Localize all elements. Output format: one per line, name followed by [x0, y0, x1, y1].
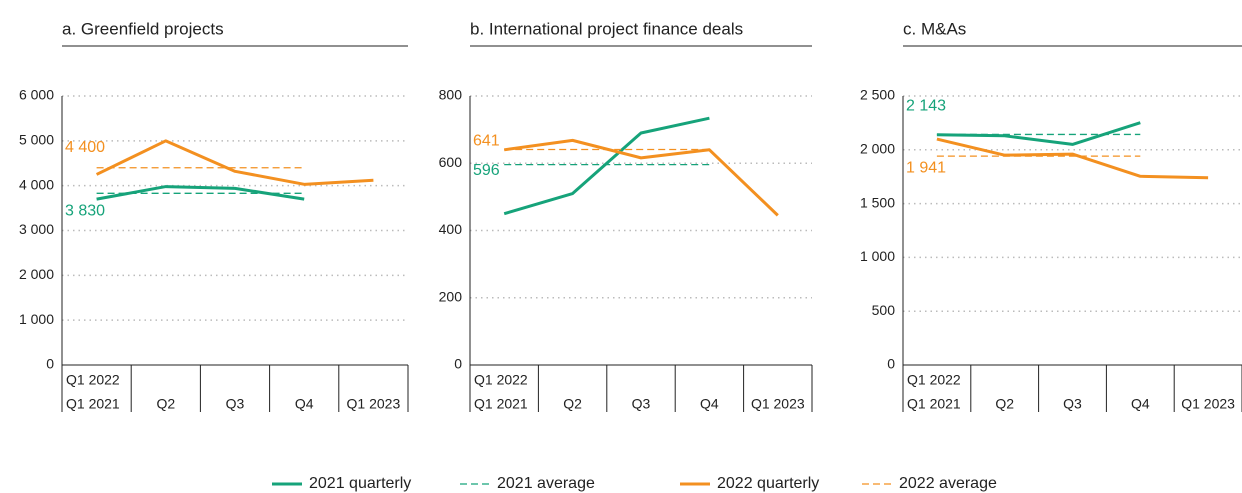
value-label: 3 830	[65, 203, 105, 220]
value-label: 641	[473, 133, 500, 150]
y-tick-label: 2 000	[860, 141, 895, 157]
y-tick-label: 800	[439, 87, 463, 103]
chart-title: b. International project finance deals	[470, 19, 743, 38]
x-tick-label: Q3	[632, 396, 651, 412]
series-line	[936, 137, 1209, 180]
legend-label: 2021 average	[497, 475, 595, 492]
y-tick-label: 1 500	[860, 194, 895, 210]
x-tick-label: Q4	[700, 396, 719, 412]
x-tick-label: Q1 2023	[751, 396, 805, 412]
legend-label: 2022 average	[899, 475, 997, 492]
y-tick-label: 500	[872, 302, 896, 318]
x-tick-label: Q1 2022	[907, 372, 961, 388]
y-tick-label: 2 500	[860, 87, 895, 103]
x-tick-label: Q4	[1131, 396, 1150, 412]
series-line	[503, 116, 710, 216]
y-tick-label: 5 000	[19, 132, 54, 148]
legend-label: 2022 quarterly	[717, 475, 819, 492]
chart-title: c. M&As	[903, 19, 966, 38]
y-tick-label: 0	[46, 356, 54, 372]
x-tick-label: Q1 2022	[474, 372, 528, 388]
y-tick-label: 1 000	[860, 248, 895, 264]
value-label: 1 941	[906, 159, 946, 176]
x-tick-label: Q2	[156, 396, 175, 412]
x-tick-label: Q1 2023	[347, 396, 401, 412]
x-tick-label: Q3	[1063, 396, 1082, 412]
series-line	[503, 138, 779, 217]
value-label: 596	[473, 162, 500, 179]
x-tick-label: Q2	[995, 396, 1014, 412]
y-tick-label: 600	[439, 154, 463, 170]
value-label: 2 143	[906, 98, 946, 115]
x-tick-label: Q1 2022	[66, 372, 120, 388]
y-tick-label: 200	[439, 288, 463, 304]
x-tick-label: Q3	[226, 396, 245, 412]
x-tick-label: Q4	[295, 396, 314, 412]
chart-title: a. Greenfield projects	[62, 19, 224, 38]
x-tick-label: Q1 2023	[1181, 396, 1235, 412]
legend-label: 2021 quarterly	[309, 475, 411, 492]
y-tick-label: 1 000	[19, 311, 54, 327]
y-tick-label: 4 000	[19, 176, 54, 192]
y-tick-label: 0	[454, 356, 462, 372]
x-tick-label: Q1 2021	[474, 396, 528, 412]
x-tick-label: Q1 2021	[907, 396, 961, 412]
series-line	[936, 121, 1141, 146]
series-line	[95, 139, 374, 186]
y-tick-label: 3 000	[19, 221, 54, 237]
y-tick-label: 0	[887, 356, 895, 372]
value-label: 4 400	[65, 139, 105, 156]
y-tick-label: 6 000	[19, 87, 54, 103]
y-tick-label: 2 000	[19, 266, 54, 282]
y-tick-label: 400	[439, 221, 463, 237]
x-tick-label: Q2	[563, 396, 582, 412]
x-tick-label: Q1 2021	[66, 396, 120, 412]
